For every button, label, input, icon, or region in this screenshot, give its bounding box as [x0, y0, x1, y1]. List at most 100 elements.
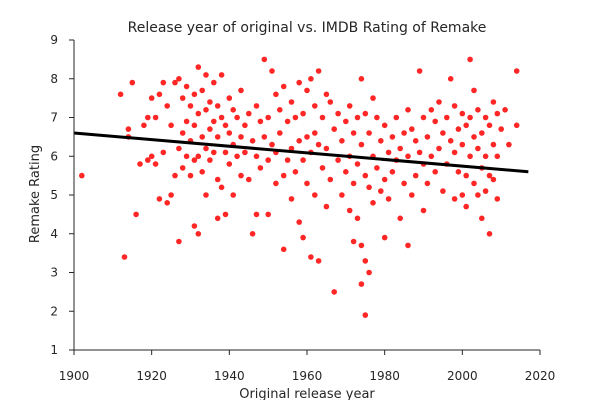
data-point — [79, 172, 85, 179]
data-point — [513, 122, 520, 129]
y-tick-label: 6 — [50, 149, 58, 163]
data-point — [222, 149, 229, 156]
data-point — [350, 180, 357, 187]
data-point — [455, 126, 462, 132]
data-point — [207, 99, 213, 105]
data-point — [409, 126, 415, 132]
data-point — [339, 138, 345, 144]
data-point — [389, 134, 396, 140]
data-point — [319, 165, 326, 171]
data-point — [288, 99, 295, 105]
y-axis-title: Remake Rating — [28, 145, 43, 243]
data-point — [447, 76, 454, 82]
data-point — [172, 79, 178, 86]
data-point — [366, 269, 372, 276]
data-point — [354, 215, 361, 222]
data-point — [168, 192, 174, 198]
data-point — [238, 87, 244, 94]
data-point — [238, 134, 244, 140]
data-point — [296, 219, 303, 225]
data-point — [405, 107, 411, 113]
data-point — [148, 95, 155, 101]
x-axis-title: Original release year — [239, 387, 375, 400]
data-point — [486, 172, 493, 179]
data-point — [183, 83, 190, 90]
data-point — [176, 76, 182, 82]
data-point — [218, 72, 225, 78]
data-point — [428, 107, 435, 113]
data-point — [459, 141, 466, 148]
data-point — [482, 114, 489, 121]
data-point — [164, 103, 170, 109]
data-point — [187, 103, 194, 109]
data-point — [253, 153, 260, 160]
data-point — [183, 118, 190, 125]
data-point — [475, 107, 481, 113]
y-tick-label: 8 — [50, 72, 58, 86]
data-point — [444, 114, 450, 121]
data-point — [358, 281, 365, 287]
x-tick-label: 1960 — [292, 369, 323, 383]
trend-line — [73, 131, 529, 174]
data-point — [195, 231, 202, 237]
data-point — [440, 130, 446, 136]
data-point — [308, 254, 314, 260]
data-point — [331, 126, 338, 132]
data-point — [234, 114, 240, 121]
data-point — [432, 118, 439, 125]
data-point — [331, 289, 338, 295]
data-point — [471, 134, 477, 140]
x-tick-label: 2000 — [447, 369, 478, 383]
data-point — [160, 79, 167, 86]
data-point — [463, 122, 470, 129]
data-point — [358, 141, 365, 148]
data-point — [288, 145, 295, 152]
data-point — [490, 99, 497, 105]
data-point — [164, 200, 170, 206]
data-point — [203, 192, 209, 198]
data-point — [148, 153, 155, 160]
data-point — [416, 68, 423, 74]
x-tick-label: 1940 — [214, 369, 245, 383]
x-axis-ticks: 1900 1920 1940 1960 1980 2000 2020 — [59, 350, 555, 383]
data-point — [440, 188, 446, 194]
data-point — [494, 196, 501, 202]
data-point — [405, 153, 411, 160]
data-point — [261, 134, 268, 140]
data-point — [471, 180, 477, 187]
chart-title: Release year of original vs. IMDB Rating… — [128, 20, 487, 36]
data-point — [191, 157, 198, 163]
data-point — [222, 122, 229, 129]
data-point — [424, 180, 431, 187]
data-point — [211, 118, 217, 125]
data-point — [346, 103, 353, 109]
data-point — [479, 215, 485, 222]
points-layer — [79, 56, 520, 318]
y-tick-label: 9 — [50, 33, 58, 47]
data-point — [211, 149, 217, 156]
data-point — [137, 161, 143, 167]
data-point — [451, 103, 458, 109]
data-point — [242, 149, 248, 156]
data-point — [257, 118, 264, 125]
data-point — [358, 242, 365, 249]
data-point — [234, 153, 240, 160]
data-point — [195, 64, 202, 70]
data-point — [191, 91, 198, 98]
data-point — [288, 196, 295, 202]
y-tick-label: 4 — [50, 227, 58, 241]
data-point — [343, 118, 349, 125]
data-point — [479, 130, 485, 136]
data-point — [486, 231, 493, 237]
data-point — [261, 56, 268, 63]
data-point — [284, 157, 291, 163]
data-point — [405, 242, 411, 249]
data-point — [346, 207, 353, 214]
data-point — [312, 103, 318, 109]
data-point — [378, 188, 384, 194]
data-point — [117, 91, 124, 98]
data-point — [125, 126, 132, 132]
y-tick-label: 5 — [50, 188, 58, 202]
data-point — [218, 114, 225, 121]
